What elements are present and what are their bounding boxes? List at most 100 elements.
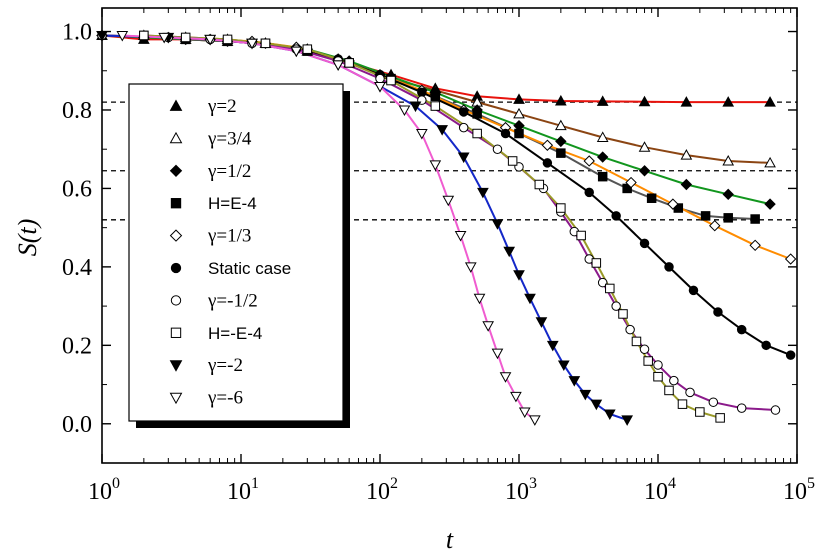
data-point [524,293,536,305]
data-point [554,119,567,131]
data-point [477,187,489,199]
x-tick-base: 10 [88,479,112,505]
data-point [290,46,303,58]
data-point [631,336,642,347]
data-point [736,403,747,413]
data-point [332,60,345,71]
data-point [596,131,609,142]
data-point [590,399,603,411]
y-tick-label: 0.6 [62,176,92,202]
data-point [386,75,396,86]
data-point [500,128,511,139]
data-point [770,405,781,415]
data-point [464,262,477,273]
data-point [116,30,129,42]
x-axis-title: t [446,525,454,554]
data-point [302,44,313,54]
data-point [398,105,411,117]
y-tick-label: 0.2 [62,333,92,359]
legend-item: H=E-4 [170,194,257,213]
data-point [491,348,504,360]
legend: γ=2 γ=3/4 γ=1/2 H=E-4 γ=1/3 Static case γ=-1/2… [128,83,350,428]
data-point [596,95,609,106]
data-point [708,397,719,407]
data-point [653,371,663,382]
data-point [761,340,771,351]
data-point [749,239,761,252]
x-tick-exponent: 5 [807,475,815,492]
y-tick-label: 0.4 [62,255,92,281]
data-point [685,387,695,398]
data-point [169,99,183,111]
data-point [713,307,723,317]
data-point [417,87,427,98]
legend-label: γ=-1/2 [207,290,258,311]
data-point [664,385,674,396]
x-axis-ticks: 100 101 102 103 104 105 [88,8,815,505]
data-point [556,148,566,158]
x-tick-label: 104 [644,475,676,505]
data-point [646,193,657,203]
y-axis-title-text: S(t) [13,219,42,257]
data-point [736,324,747,335]
data-point [492,144,503,154]
x-tick-label: 103 [505,475,537,505]
data-point [513,107,525,119]
data-point [139,30,149,41]
x-tick-label: 105 [783,475,815,505]
x-tick-base: 10 [505,479,529,505]
data-point [596,151,609,163]
data-point [204,34,217,46]
data-point [764,96,776,107]
legend-label: H=-E-4 [208,324,262,343]
legend-label: γ=2 [207,96,237,117]
legend-box [128,83,344,422]
data-point [430,91,441,102]
data-point [472,109,482,119]
data-point [625,324,635,335]
data-point [513,93,525,104]
data-point [260,38,271,49]
data-point [409,101,422,113]
legend-item: γ=1/3 [169,226,251,247]
data-point [169,131,183,144]
data-point [436,125,449,136]
data-point [518,407,531,419]
data-point [534,179,545,190]
data-point [169,392,183,405]
data-point [554,94,567,106]
legend-item: γ=-1/2 [170,290,258,311]
legend-label: γ=-2 [207,355,243,376]
data-point [638,141,651,152]
data-point [784,253,797,265]
data-point [170,327,182,338]
legend-label: γ=-6 [207,388,243,409]
data-point [429,160,442,171]
data-markers [96,29,797,426]
plot-frame [101,7,798,464]
data-point [785,350,796,360]
y-tick-label: 0.0 [62,412,92,438]
data-point [584,187,594,198]
data-point [597,171,608,182]
y-axis-ticks: 0.0 0.2 0.4 0.6 0.8 1.0 [62,20,797,464]
x-tick-base: 10 [366,479,390,505]
data-point [415,129,428,140]
data-point [556,203,566,213]
data-point [605,283,615,294]
data-point [458,107,469,117]
legend-item: H=-E-4 [170,324,262,343]
x-tick-exponent: 4 [668,475,676,492]
legend-label: Static case [208,259,291,278]
data-point [507,156,518,166]
x-tick-label: 101 [227,475,259,505]
data-point [722,96,735,107]
data-point [482,321,495,332]
data-point [374,81,386,93]
data-point [579,389,592,401]
data-point [568,376,581,387]
x-tick-exponent: 1 [251,475,259,492]
data-point [170,262,182,274]
data-point [638,95,651,107]
